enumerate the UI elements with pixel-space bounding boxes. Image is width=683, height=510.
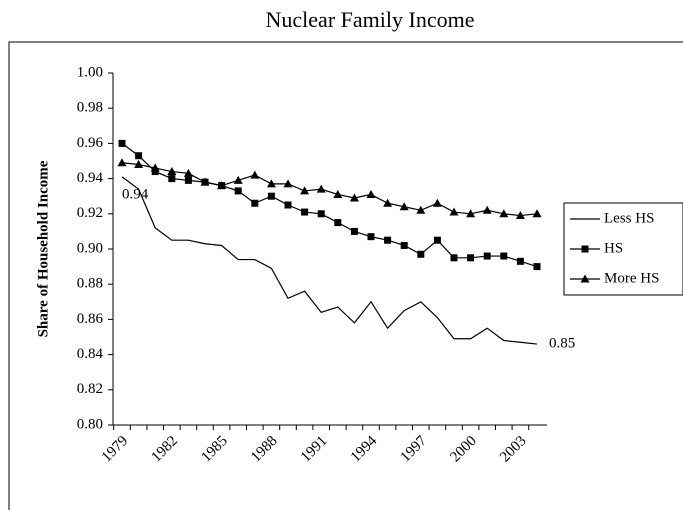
marker — [167, 167, 177, 176]
x-tick-label: 1985 — [198, 433, 231, 466]
marker — [450, 254, 458, 262]
marker — [150, 163, 160, 172]
marker — [267, 192, 275, 200]
x-tick-label: 1991 — [298, 433, 331, 466]
y-axis-label: Share of Household Income — [35, 160, 51, 337]
y-tick-label: 0.92 — [77, 205, 103, 221]
marker — [183, 168, 193, 177]
legend-label: More HS — [604, 270, 659, 286]
marker — [532, 209, 542, 218]
marker — [200, 177, 210, 186]
marker — [151, 168, 159, 176]
marker — [316, 184, 326, 193]
marker — [366, 189, 376, 198]
series-line — [121, 162, 538, 217]
marker — [251, 199, 259, 207]
legend-marker — [581, 245, 589, 253]
annotation: 0.94 — [122, 186, 149, 202]
marker — [499, 209, 509, 218]
marker — [399, 202, 409, 211]
marker — [234, 187, 242, 195]
marker — [334, 219, 342, 227]
marker — [449, 207, 459, 216]
marker — [300, 186, 310, 195]
marker — [350, 227, 358, 235]
x-tick-label: 1988 — [248, 433, 281, 466]
marker — [134, 160, 144, 169]
marker — [416, 205, 426, 214]
marker — [317, 210, 325, 218]
marker — [516, 257, 524, 265]
y-tick-label: 0.80 — [77, 416, 103, 432]
y-tick-label: 0.88 — [77, 276, 103, 292]
marker — [400, 241, 408, 249]
y-tick-label: 0.84 — [77, 346, 104, 362]
marker — [284, 201, 292, 209]
legend-label: HS — [604, 240, 623, 256]
marker — [383, 198, 393, 207]
legend-marker — [580, 274, 590, 283]
y-tick-label: 0.86 — [77, 311, 104, 327]
y-tick-label: 0.90 — [77, 240, 103, 256]
marker — [349, 193, 359, 202]
chart-title: Nuclear Family Income — [266, 7, 475, 32]
marker — [483, 252, 491, 260]
y-tick-label: 1.00 — [77, 64, 103, 80]
marker — [515, 211, 525, 220]
marker — [417, 250, 425, 258]
marker — [117, 158, 127, 167]
marker — [533, 263, 541, 271]
x-tick-label: 1997 — [398, 433, 431, 466]
y-tick-label: 0.82 — [77, 381, 103, 397]
annotation: 0.85 — [549, 335, 575, 351]
y-tick-label: 0.96 — [77, 135, 104, 151]
x-tick-label: 1979 — [99, 433, 132, 466]
marker — [432, 198, 442, 207]
marker — [467, 254, 475, 262]
legend-label: Less HS — [604, 210, 654, 226]
marker — [168, 175, 176, 183]
marker — [482, 205, 492, 214]
marker — [433, 236, 441, 244]
series-line — [121, 142, 538, 268]
y-tick-label: 0.98 — [77, 100, 103, 116]
marker — [266, 179, 276, 188]
marker — [283, 179, 293, 188]
marker — [384, 236, 392, 244]
marker — [135, 152, 143, 160]
marker — [367, 233, 375, 241]
x-tick-label: 1982 — [149, 433, 182, 466]
marker — [184, 176, 192, 184]
marker — [466, 209, 476, 218]
marker — [118, 139, 126, 147]
y-tick-label: 0.94 — [77, 170, 104, 186]
x-tick-label: 2000 — [447, 433, 480, 466]
x-tick-label: 1994 — [348, 433, 381, 466]
marker — [301, 208, 309, 216]
marker — [250, 170, 260, 179]
series-line — [121, 176, 538, 345]
marker — [333, 189, 343, 198]
marker — [233, 175, 243, 184]
chart-frame — [8, 41, 683, 510]
x-tick-label: 2003 — [497, 433, 530, 466]
marker — [500, 252, 508, 260]
marker — [217, 181, 227, 190]
